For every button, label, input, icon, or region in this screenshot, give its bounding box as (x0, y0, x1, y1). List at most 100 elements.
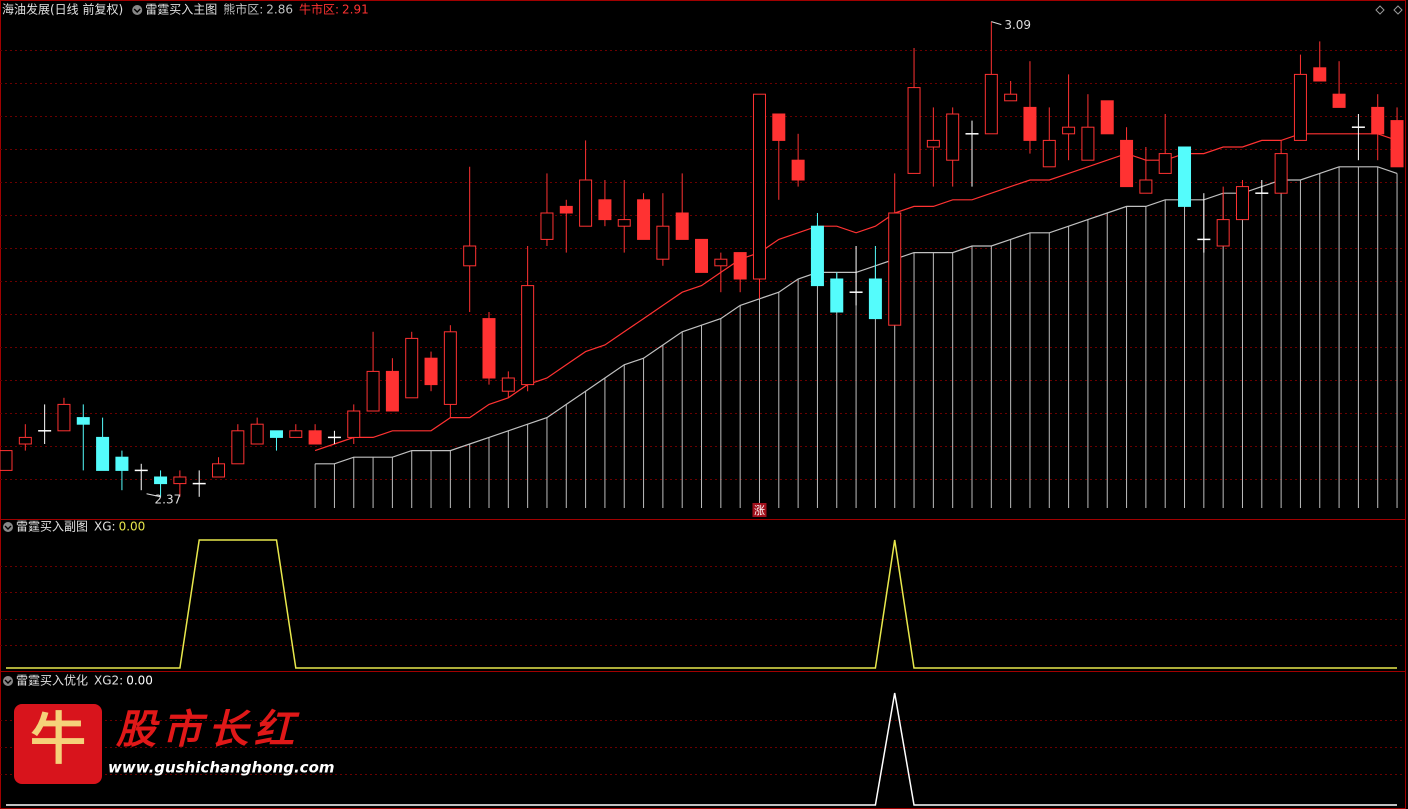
indicator-name: 雷霆买入主图 (145, 3, 217, 17)
candle-body (154, 476, 168, 485)
candle-body (1293, 73, 1307, 141)
candle-body (984, 73, 998, 135)
candle-body (1390, 120, 1404, 168)
candle-body (772, 113, 786, 141)
candle-body (733, 252, 747, 280)
candle-body (96, 436, 110, 471)
max-label: 3.09 (1004, 18, 1031, 32)
candle-body (1042, 139, 1056, 168)
candle-body (57, 403, 71, 432)
signal-box (752, 503, 767, 517)
candle-body (637, 199, 651, 240)
legend-value: 2.86 (266, 3, 293, 17)
candle-body (868, 278, 882, 320)
candle-body (1120, 139, 1134, 188)
candle-body (308, 430, 322, 445)
candle-body (559, 205, 573, 214)
candle-body (810, 225, 824, 287)
signal-line (6, 539, 1397, 669)
legend-name: XG: (94, 520, 116, 534)
indicator-name: 雷霆买入优化 (16, 674, 88, 688)
candle-body (1313, 67, 1327, 82)
candle-body (212, 463, 226, 478)
min-label: 2.37 (155, 492, 182, 506)
candle-body (1081, 126, 1095, 161)
candle-body (482, 318, 496, 379)
candle-body (115, 456, 129, 471)
chart-title: 海油发展(日线 前复权) (2, 2, 123, 17)
candle-body (347, 410, 361, 438)
legend-name: 牛市区: (299, 2, 339, 17)
legend-name: 熊市区: (223, 2, 263, 17)
menu-icon-arrow (4, 525, 12, 530)
legend-value: 0.00 (119, 520, 146, 534)
candle-body (18, 436, 32, 445)
legend-value: 2.91 (342, 3, 369, 17)
candle-body (579, 179, 593, 227)
legend-value: 0.00 (126, 674, 153, 688)
candle-body (1216, 219, 1230, 247)
candle-body (617, 219, 631, 227)
candle-body (1100, 100, 1114, 135)
candle-body (926, 139, 940, 148)
logo-box (14, 704, 102, 784)
toolbar-icon[interactable] (1375, 5, 1403, 15)
candle-body (1235, 186, 1249, 221)
brand-url: www.gushichanghong.com (108, 759, 335, 777)
candle-body (946, 113, 960, 161)
candle-body (463, 245, 477, 267)
candle-body (907, 87, 921, 174)
label-leader (991, 21, 1002, 26)
candle-body (830, 278, 844, 313)
menu-icon (3, 676, 13, 686)
label-leader (146, 493, 161, 498)
candle-body (385, 370, 399, 412)
candle-body (695, 238, 709, 273)
watermark: 牛 股市长红 www.gushichanghong.com (14, 704, 335, 784)
legend-name: XG2: (94, 674, 123, 688)
candle-body (1274, 153, 1288, 194)
candle-body (791, 159, 805, 181)
candle-body (424, 357, 438, 386)
candle-body (675, 212, 689, 240)
candle-body (501, 377, 515, 392)
menu-icon (132, 5, 143, 15)
candle-body (1023, 106, 1037, 141)
candle-body (0, 450, 13, 471)
ma-line (314, 133, 1398, 452)
menu-icon-arrow (133, 8, 141, 13)
candle-body (1178, 146, 1192, 207)
candle-body (521, 285, 535, 386)
menu-icon (3, 522, 13, 532)
candle-body (1004, 93, 1018, 102)
candle-body (405, 337, 419, 399)
candle-body (76, 417, 90, 425)
indicator-name: 雷霆买入副图 (16, 520, 88, 534)
menu-icon-arrow (4, 679, 12, 684)
candle-body (173, 476, 187, 485)
candle-body (269, 430, 283, 438)
signal-text: 涨 (754, 504, 765, 517)
candle-body (1158, 153, 1172, 174)
candle-body (656, 225, 670, 260)
candle-body (1371, 106, 1385, 135)
candle-body (231, 430, 245, 465)
candle-body (250, 423, 264, 445)
brand-name: 股市长红 (115, 707, 300, 753)
candle-body (1062, 126, 1076, 135)
candle-body (540, 212, 554, 240)
candle-body (1139, 179, 1153, 194)
candle-body (443, 331, 457, 405)
signal-line (6, 692, 1397, 806)
candle-body (366, 370, 380, 412)
logo-text: 牛 (30, 707, 86, 773)
candle-body (888, 212, 902, 326)
candle-body (752, 93, 766, 280)
candle-body (1332, 93, 1346, 108)
candle-body (714, 258, 728, 267)
candle-body (289, 430, 303, 438)
candle-body (598, 199, 612, 221)
